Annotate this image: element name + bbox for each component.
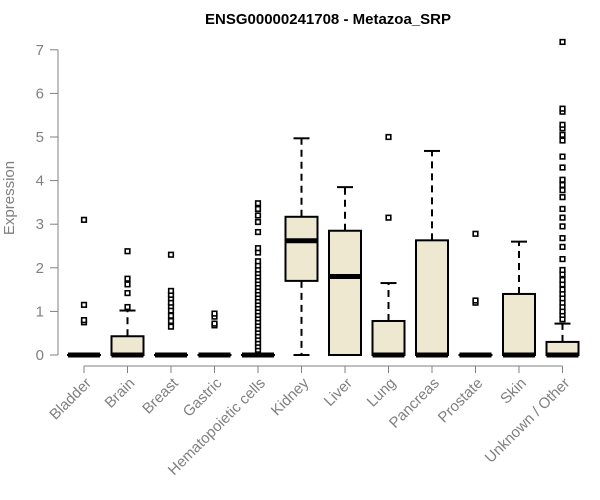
box-skin (502, 240, 536, 358)
outlier-point (559, 131, 566, 138)
box-kidney (284, 137, 319, 356)
outlier-point (385, 214, 392, 221)
outlier-point (559, 286, 566, 293)
box-body (328, 229, 362, 357)
outlier-point (472, 297, 479, 304)
outlier-point (167, 323, 175, 330)
outlier-point (559, 194, 566, 201)
outlier-point (211, 310, 218, 317)
outlier-point (559, 181, 566, 189)
x-tick-label: Brain (102, 375, 139, 412)
y-tick-label: 3 (36, 216, 44, 233)
outlier-point (559, 153, 566, 160)
box-pancreas (415, 149, 449, 358)
outlier-point (385, 133, 392, 141)
box-body (371, 319, 406, 357)
outlier-point (559, 105, 566, 112)
outlier-point (559, 214, 566, 221)
y-tick-label: 5 (36, 129, 44, 146)
outlier-point (124, 303, 131, 311)
outlier-point (559, 205, 566, 213)
box-liver (328, 186, 362, 357)
box-bladder (67, 216, 101, 358)
outlier-point (254, 245, 262, 252)
outlier-point (559, 223, 566, 230)
outlier-point (80, 317, 88, 324)
outlier-point (124, 275, 131, 282)
outlier-point (167, 251, 175, 258)
box-prostate (458, 230, 493, 358)
box-plots (67, 38, 580, 358)
outlier-point (124, 281, 131, 288)
box-unknown-other (545, 38, 580, 358)
box-hematopoietic-cells (241, 200, 275, 358)
y-axis: 0 1 2 3 4 5 6 7 (36, 42, 59, 364)
outlier-point (254, 228, 262, 236)
outlier-point (559, 255, 566, 263)
outlier-point (124, 248, 131, 255)
outlier-point (254, 218, 262, 226)
outlier-point (472, 230, 479, 237)
outlier-point (167, 287, 175, 295)
outlier-point (80, 301, 88, 308)
outlier-point (167, 317, 175, 325)
y-tick-label: 0 (36, 347, 44, 364)
outlier-point (559, 235, 566, 242)
outlier-point (559, 137, 566, 144)
x-tick-label: Skin (497, 375, 530, 408)
y-tick-label: 6 (36, 85, 44, 102)
x-tick-label: Breast (139, 374, 182, 417)
box-gastric (197, 310, 232, 358)
outlier-point (559, 176, 566, 183)
outlier-point (211, 320, 218, 327)
x-tick-label: Prostate (435, 375, 487, 427)
x-tick-label: Lung (364, 375, 400, 411)
outlier-point (254, 212, 262, 219)
y-tick-label: 4 (36, 173, 44, 190)
outlier-point (80, 216, 88, 223)
x-tick-label: Kidney (268, 374, 313, 419)
outlier-point (254, 205, 262, 213)
box-body (502, 292, 536, 356)
outlier-point (559, 187, 566, 194)
chart-title: ENSG00000241708 - Metazoa_SRP (205, 11, 451, 28)
outlier-point (254, 258, 262, 265)
outlier-point (559, 38, 566, 46)
y-tick-label: 7 (36, 42, 44, 59)
outlier-point (124, 289, 131, 297)
box-body (284, 215, 319, 282)
box-breast (154, 251, 188, 358)
outlier-point (167, 312, 175, 319)
outlier-point (559, 164, 566, 171)
outlier-point (254, 200, 262, 207)
x-tick-label: Liver (321, 375, 356, 410)
x-tick-label: Bladder (46, 375, 95, 424)
outlier-point (559, 266, 566, 274)
outlier-point (559, 121, 566, 128)
outlier-point (559, 276, 566, 284)
y-tick-label: 1 (36, 303, 44, 320)
box-body (415, 239, 449, 356)
y-axis-label: Expression (1, 161, 18, 235)
outlier-point (559, 243, 566, 250)
box-brain (110, 248, 145, 358)
box-lung (371, 133, 406, 358)
box-body (110, 335, 145, 357)
y-tick-label: 2 (36, 260, 44, 277)
